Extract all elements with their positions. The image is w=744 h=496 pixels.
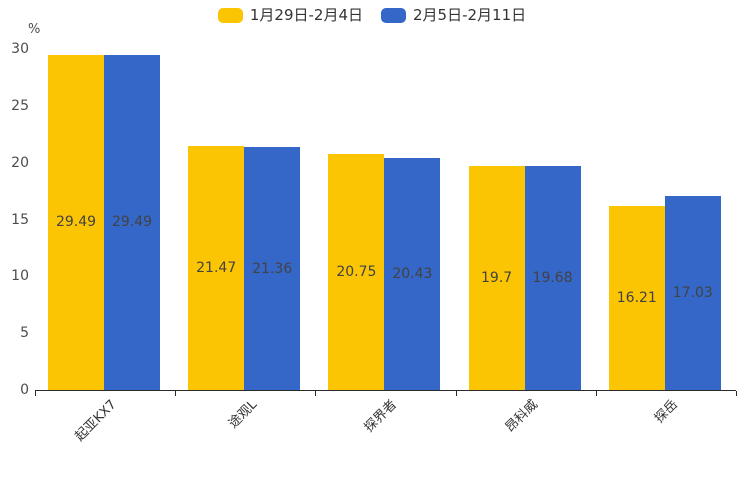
bar-2月5日-2月11日-昂科威: 19.68 — [524, 166, 581, 390]
bar-1月29日-2月4日-途观L: 21.47 — [188, 145, 245, 390]
y-tick-label: 5 — [20, 325, 29, 342]
bar-value-label: 29.49 — [55, 214, 97, 231]
x-axis-tick — [736, 391, 737, 396]
y-tick-label: 15 — [11, 211, 29, 228]
bar-value-label: 21.36 — [252, 260, 293, 277]
bar-1月29日-2月4日-探界者: 20.75 — [328, 154, 385, 390]
bar-value-label: 16.21 — [616, 289, 657, 306]
bar-value-label: 20.43 — [392, 265, 433, 282]
legend: 1月29日-2月4日 2月5日-2月11日 — [0, 8, 744, 23]
x-axis-tick — [315, 391, 317, 396]
y-tick-label: 30 — [11, 41, 29, 57]
x-category-label-起亚KX7: 起亚KX7 — [72, 397, 121, 445]
legend-item-week1[interactable]: 1月29日-2月4日 — [217, 6, 363, 24]
bar-value-label: 20.75 — [336, 264, 377, 281]
bar-1月29日-2月4日-昂科威: 19.7 — [468, 166, 525, 390]
bar-value-label: 19.7 — [481, 270, 513, 287]
bar-2月5日-2月11日-起亚KX7: 29.49 — [104, 54, 160, 390]
bar-2月5日-2月11日-探岳: 17.03 — [664, 196, 721, 390]
x-axis-line — [35, 390, 736, 391]
bar-1月29日-2月4日-探岳: 16.21 — [608, 205, 665, 390]
legend-label-week1: 1月29日-2月4日 — [249, 6, 363, 24]
y-tick-label: 0 — [20, 382, 29, 398]
x-axis-tick — [35, 391, 36, 396]
bar-value-label: 17.03 — [672, 285, 713, 302]
x-axis-tick — [595, 391, 597, 396]
y-axis-unit-label: % — [28, 22, 41, 37]
legend-swatch-week1 — [217, 8, 243, 23]
bar-value-label: 29.49 — [111, 214, 153, 231]
y-tick-label: 20 — [11, 154, 29, 171]
y-tick-label: 10 — [11, 268, 29, 285]
legend-swatch-week2 — [381, 8, 406, 23]
legend-label-week2: 2月5日-2月11日 — [413, 6, 527, 24]
y-tick-label: 25 — [11, 97, 29, 114]
bar-2月5日-2月11日-探界者: 20.43 — [384, 157, 441, 390]
bar-value-label: 19.68 — [532, 270, 573, 287]
x-category-label-昂科威: 昂科威 — [502, 397, 541, 436]
bar-value-label: 21.47 — [196, 259, 237, 276]
x-category-label-探界者: 探界者 — [362, 397, 401, 436]
x-category-label-途观L: 途观L — [226, 397, 261, 432]
x-category-label-探岳: 探岳 — [651, 397, 681, 427]
bar-2月5日-2月11日-途观L: 21.36 — [244, 147, 301, 390]
legend-item-week2[interactable]: 2月5日-2月11日 — [381, 8, 526, 23]
x-axis-tick — [175, 391, 177, 396]
x-axis-tick — [455, 391, 457, 396]
bar-1月29日-2月4日-起亚KX7: 29.49 — [48, 54, 104, 390]
